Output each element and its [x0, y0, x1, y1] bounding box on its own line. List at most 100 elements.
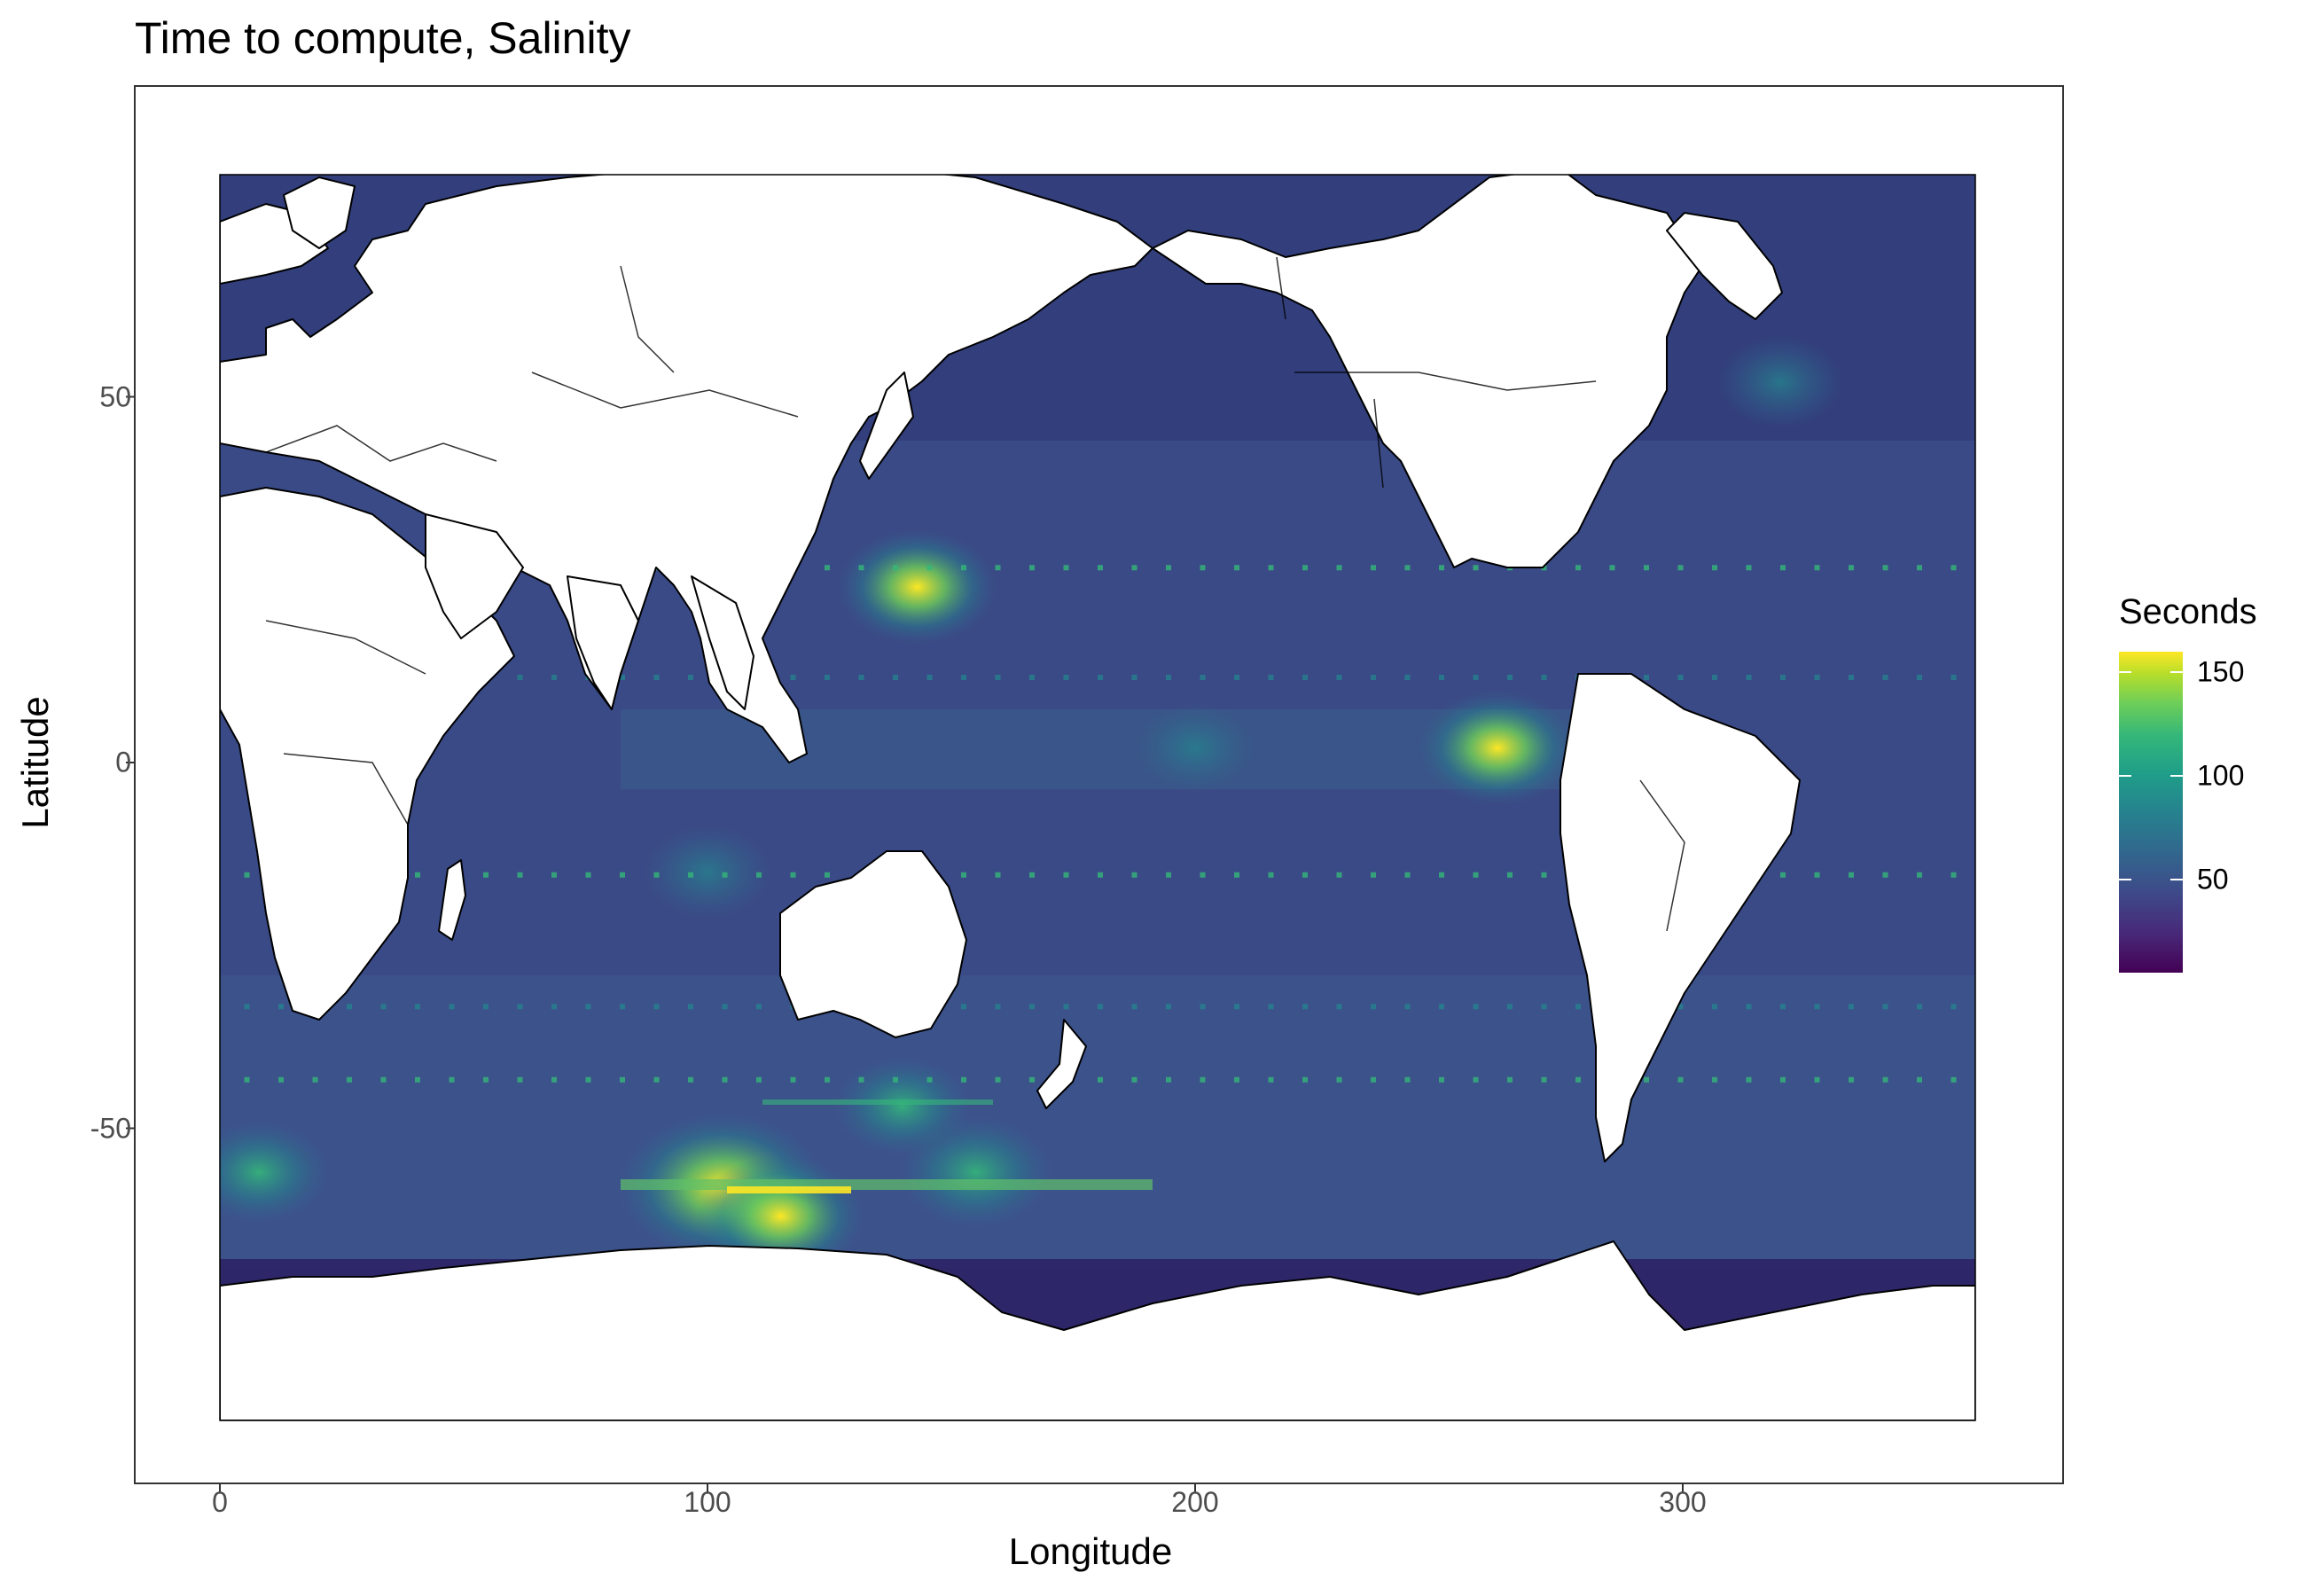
sample-dot	[653, 1004, 660, 1010]
sample-dot	[825, 675, 830, 680]
sample-dot	[1882, 1004, 1888, 1010]
sample-dot	[1439, 872, 1444, 878]
y-axis-label: Latitude	[14, 696, 56, 829]
sample-dot	[1780, 1004, 1786, 1010]
sample-dot	[449, 1004, 455, 1010]
sample-dot	[1849, 565, 1854, 571]
sample-dot	[1507, 675, 1513, 680]
sample-dot	[415, 1004, 420, 1010]
sample-dot	[585, 1004, 591, 1010]
sample-dot	[1029, 872, 1035, 878]
sample-dot	[551, 675, 557, 680]
sample-dot	[1268, 565, 1274, 571]
sample-dot	[551, 872, 557, 878]
sample-dot	[1712, 565, 1717, 571]
sample-dot	[1268, 872, 1274, 878]
hotspot-9	[1133, 702, 1257, 794]
sample-dot	[1882, 1076, 1888, 1083]
sample-dot	[893, 565, 898, 571]
sample-dot	[1029, 1004, 1035, 1010]
hotspot-6	[833, 1056, 972, 1156]
sample-dot	[893, 1076, 898, 1083]
sample-dot	[1063, 1004, 1069, 1010]
sample-dot	[858, 1076, 864, 1083]
sample-dot	[961, 675, 966, 680]
sample-dot	[1473, 1076, 1479, 1083]
sample-dot	[926, 1076, 933, 1083]
sample-dot	[1200, 872, 1206, 878]
sample-dot	[1131, 872, 1137, 878]
y-tick-label: 0	[115, 746, 131, 778]
sample-dot	[1950, 565, 1957, 571]
sample-dot	[312, 1076, 318, 1083]
sample-dot	[551, 1004, 557, 1010]
sample-dot	[688, 1076, 693, 1083]
sample-dot	[1063, 675, 1069, 680]
panel-border	[134, 85, 2064, 1484]
hotspot-2	[837, 529, 997, 645]
sample-dot	[1917, 872, 1922, 878]
sample-dot	[1712, 675, 1717, 680]
sample-dot	[517, 1004, 523, 1010]
sample-dot	[1302, 1004, 1308, 1010]
sample-dot	[1746, 1004, 1752, 1010]
sample-dot	[1882, 675, 1888, 680]
sample-dot	[1029, 565, 1035, 571]
sample-dot	[1644, 1076, 1649, 1083]
sample-dot	[1439, 1076, 1444, 1083]
sample-dot	[1917, 675, 1922, 680]
sample-dot	[1677, 565, 1684, 571]
sample-dot	[1473, 675, 1479, 680]
sample-dot	[415, 1076, 420, 1083]
sample-dot	[1507, 872, 1513, 878]
sample-dot	[415, 872, 420, 878]
legend-colorbar	[2119, 652, 2183, 973]
sample-dot	[1131, 565, 1137, 571]
sample-dot	[1849, 1004, 1854, 1010]
sample-dot	[1541, 565, 1547, 571]
sample-dot	[1302, 872, 1308, 878]
sample-dot	[1780, 872, 1786, 878]
sample-dot	[790, 1076, 796, 1083]
sample-dot	[1234, 675, 1239, 680]
sample-dot	[1644, 675, 1649, 680]
sample-dot	[1029, 1076, 1035, 1083]
sample-dot	[1439, 675, 1444, 680]
sample-dot	[1336, 872, 1342, 878]
sample-dot	[1950, 675, 1957, 680]
sample-dot	[1063, 872, 1069, 878]
sample-dot	[483, 1004, 489, 1010]
land-polygons	[220, 175, 1975, 1420]
sample-dot	[483, 1076, 489, 1083]
sample-dot	[1166, 872, 1171, 878]
sample-dot	[1200, 1076, 1206, 1083]
sample-dot	[1950, 872, 1957, 878]
legend-title: Seconds	[2119, 592, 2257, 631]
sample-dot	[1268, 1004, 1274, 1010]
sample-dot	[1063, 565, 1069, 571]
sample-dot	[1849, 675, 1854, 680]
legend: Seconds	[2119, 592, 2257, 632]
sample-dot	[620, 1004, 625, 1010]
sample-dot	[1507, 1004, 1513, 1010]
sample-dot	[893, 675, 898, 680]
sample-dot	[688, 872, 693, 878]
sample-dot	[1849, 1076, 1854, 1083]
sample-dot	[1814, 675, 1820, 680]
sample-dot	[1814, 1004, 1820, 1010]
sample-dot	[1302, 1076, 1308, 1083]
sample-dot	[653, 1076, 660, 1083]
sample-dot	[1131, 1076, 1137, 1083]
sample-dot	[995, 565, 1001, 571]
sample-dot	[1131, 1004, 1137, 1010]
sample-dot	[483, 872, 489, 878]
sample-dot	[1541, 872, 1547, 878]
sample-dot	[347, 1076, 352, 1083]
sample-dot	[1371, 675, 1376, 680]
sample-dot	[1234, 872, 1239, 878]
sample-dot	[756, 872, 762, 878]
sample-dot	[790, 872, 796, 878]
sample-dot	[1029, 675, 1035, 680]
hotspot-3	[1418, 690, 1577, 806]
